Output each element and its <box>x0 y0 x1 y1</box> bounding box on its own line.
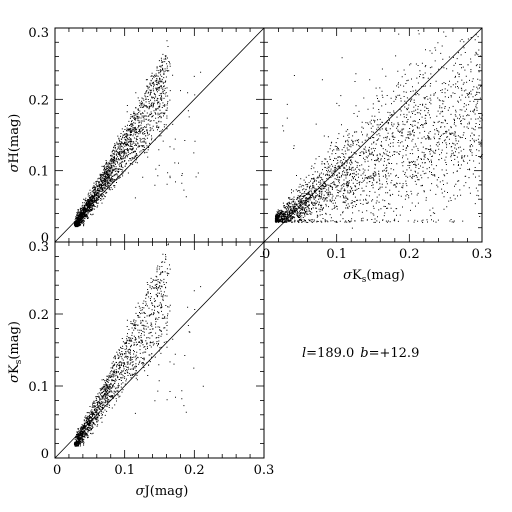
scatter-point-cloud <box>274 30 483 229</box>
panel-sigmaKs-vs-sigmaJ: 0 0.1 0.2 0.3 0 0.1 0.2 0.3 <box>28 240 274 478</box>
one-to-one-line <box>54 27 265 243</box>
x-tick-label: 0.2 <box>399 247 420 262</box>
x-tick-labels: 0 0.1 0.2 0.3 <box>262 247 492 262</box>
x-tick-label: 0.2 <box>184 463 205 478</box>
x-tick-label: 0.3 <box>254 463 275 478</box>
x-axis-label-sigmaKs: σKs(mag) <box>343 268 405 285</box>
plot-frame <box>263 27 483 243</box>
y-tick-label: 0 <box>41 231 49 246</box>
y-tick-label: 0.1 <box>28 380 49 395</box>
one-to-one-line <box>54 241 265 459</box>
x-axis-label-sigmaJ: σJ(mag) <box>136 484 189 499</box>
y-tick-labels: 0 0.1 0.2 0.3 <box>28 26 49 246</box>
galactic-coordinates-annotation: l=189.0 b=+12.9 <box>302 346 419 361</box>
one-to-one-line <box>263 27 483 243</box>
tick-marks <box>54 241 265 459</box>
y-tick-label: 0.2 <box>28 93 49 108</box>
y-axis-label-sigmaH: σH(mag) <box>7 114 22 173</box>
scatter-points-sigmaH-vs-sigmaJ <box>73 40 202 228</box>
y-tick-label: 0.2 <box>28 308 49 323</box>
panel-sigmaH-vs-sigmaKs: 0 0.1 0.2 0.3 <box>262 27 492 262</box>
scatter-points-sigmaH-vs-sigmaKs <box>274 30 483 229</box>
scatter-point-cloud <box>73 40 202 228</box>
x-tick-label: 0.1 <box>114 463 135 478</box>
y-tick-label: 0.3 <box>28 26 49 41</box>
y-tick-labels: 0 0.1 0.2 0.3 <box>28 240 49 462</box>
x-tick-labels: 0 0.1 0.2 0.3 <box>53 463 274 478</box>
x-tick-label: 0 <box>53 463 61 478</box>
x-tick-label: 0.1 <box>326 247 347 262</box>
y-axis-label-sigmaKs: σKs(mag) <box>7 321 24 383</box>
x-tick-label: 0 <box>262 247 270 262</box>
y-tick-label: 0.3 <box>28 240 49 255</box>
x-tick-label: 0.3 <box>472 247 493 262</box>
y-tick-label: 0 <box>41 447 49 462</box>
plot-frame <box>54 241 265 459</box>
tick-marks <box>263 27 483 243</box>
y-tick-label: 0.1 <box>28 165 49 180</box>
